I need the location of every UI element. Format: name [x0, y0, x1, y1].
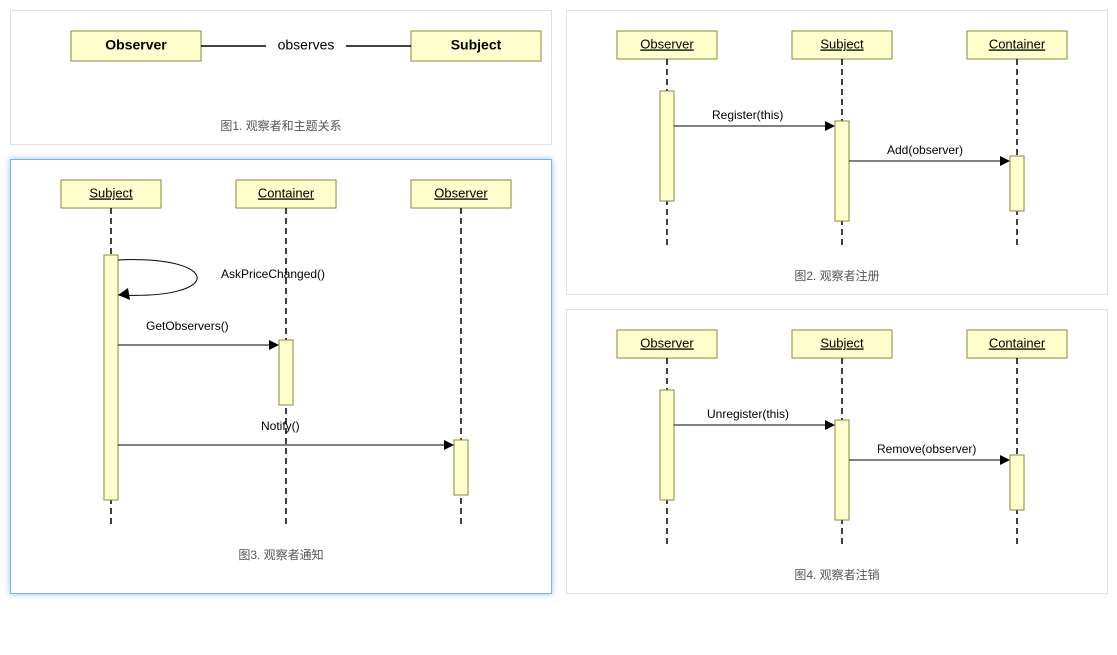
diagram-grid: Observer Subject observes 图1. 观察者和主题关系 O…	[10, 10, 1107, 594]
fig2-msg2-arrow	[1000, 156, 1010, 166]
fig3-head-container-text: Container	[258, 185, 315, 200]
figure-3-svg: Subject Container Observer AskPriceChang…	[11, 160, 551, 540]
fig3-msg3-arrow	[444, 440, 454, 450]
figure-2-panel: Observer Subject Container Register(this…	[566, 10, 1108, 295]
fig2-activ-container	[1010, 156, 1024, 211]
fig3-activ-container	[279, 340, 293, 405]
figure-3-caption: 图3. 观察者通知	[11, 540, 551, 573]
fig3-msg2-label: GetObservers()	[146, 319, 229, 333]
fig4-head-observer-text: Observer	[640, 335, 694, 350]
fig2-activ-subject	[835, 121, 849, 221]
fig2-head-observer-text: Observer	[640, 36, 694, 51]
figure-2-svg: Observer Subject Container Register(this…	[567, 11, 1107, 261]
fig4-activ-subject	[835, 420, 849, 520]
fig2-head-container-text: Container	[989, 36, 1046, 51]
fig3-self-arrow	[118, 288, 130, 300]
fig4-activ-container	[1010, 455, 1024, 510]
figure-4-panel: Observer Subject Container Unregister(th…	[566, 309, 1108, 594]
fig4-msg1-label: Unregister(this)	[707, 407, 789, 421]
subject-label: Subject	[451, 37, 502, 53]
figure-3-panel: Subject Container Observer AskPriceChang…	[10, 159, 552, 594]
fig4-head-subject-text: Subject	[820, 335, 864, 350]
fig2-msg1-label: Register(this)	[712, 108, 783, 122]
fig3-head-subject-text: Subject	[89, 185, 133, 200]
fig2-activ-observer	[660, 91, 674, 201]
fig3-msg1-label: AskPriceChanged()	[221, 267, 325, 281]
figure-1-panel: Observer Subject observes 图1. 观察者和主题关系	[10, 10, 552, 145]
fig2-msg2-label: Add(observer)	[887, 143, 963, 157]
fig3-msg3-label: Notify()	[261, 419, 300, 433]
figure-1-svg: Observer Subject observes	[11, 11, 551, 111]
figure-2-caption: 图2. 观察者注册	[567, 261, 1107, 294]
fig2-msg1-arrow	[825, 121, 835, 131]
fig4-msg2-label: Remove(observer)	[877, 442, 976, 456]
fig3-activ-observer	[454, 440, 468, 495]
relation-label: observes	[278, 37, 335, 53]
fig3-msg2-arrow	[269, 340, 279, 350]
fig4-head-container-text: Container	[989, 335, 1046, 350]
fig4-msg1-arrow	[825, 420, 835, 430]
fig4-activ-observer	[660, 390, 674, 500]
fig3-self-arc	[118, 260, 197, 296]
fig4-msg2-arrow	[1000, 455, 1010, 465]
figure-1-caption: 图1. 观察者和主题关系	[11, 111, 551, 144]
figure-4-caption: 图4. 观察者注销	[567, 560, 1107, 593]
fig3-head-observer-text: Observer	[434, 185, 488, 200]
figure-4-svg: Observer Subject Container Unregister(th…	[567, 310, 1107, 560]
fig3-activ-subject	[104, 255, 118, 500]
observer-label: Observer	[105, 37, 167, 53]
fig2-head-subject-text: Subject	[820, 36, 864, 51]
